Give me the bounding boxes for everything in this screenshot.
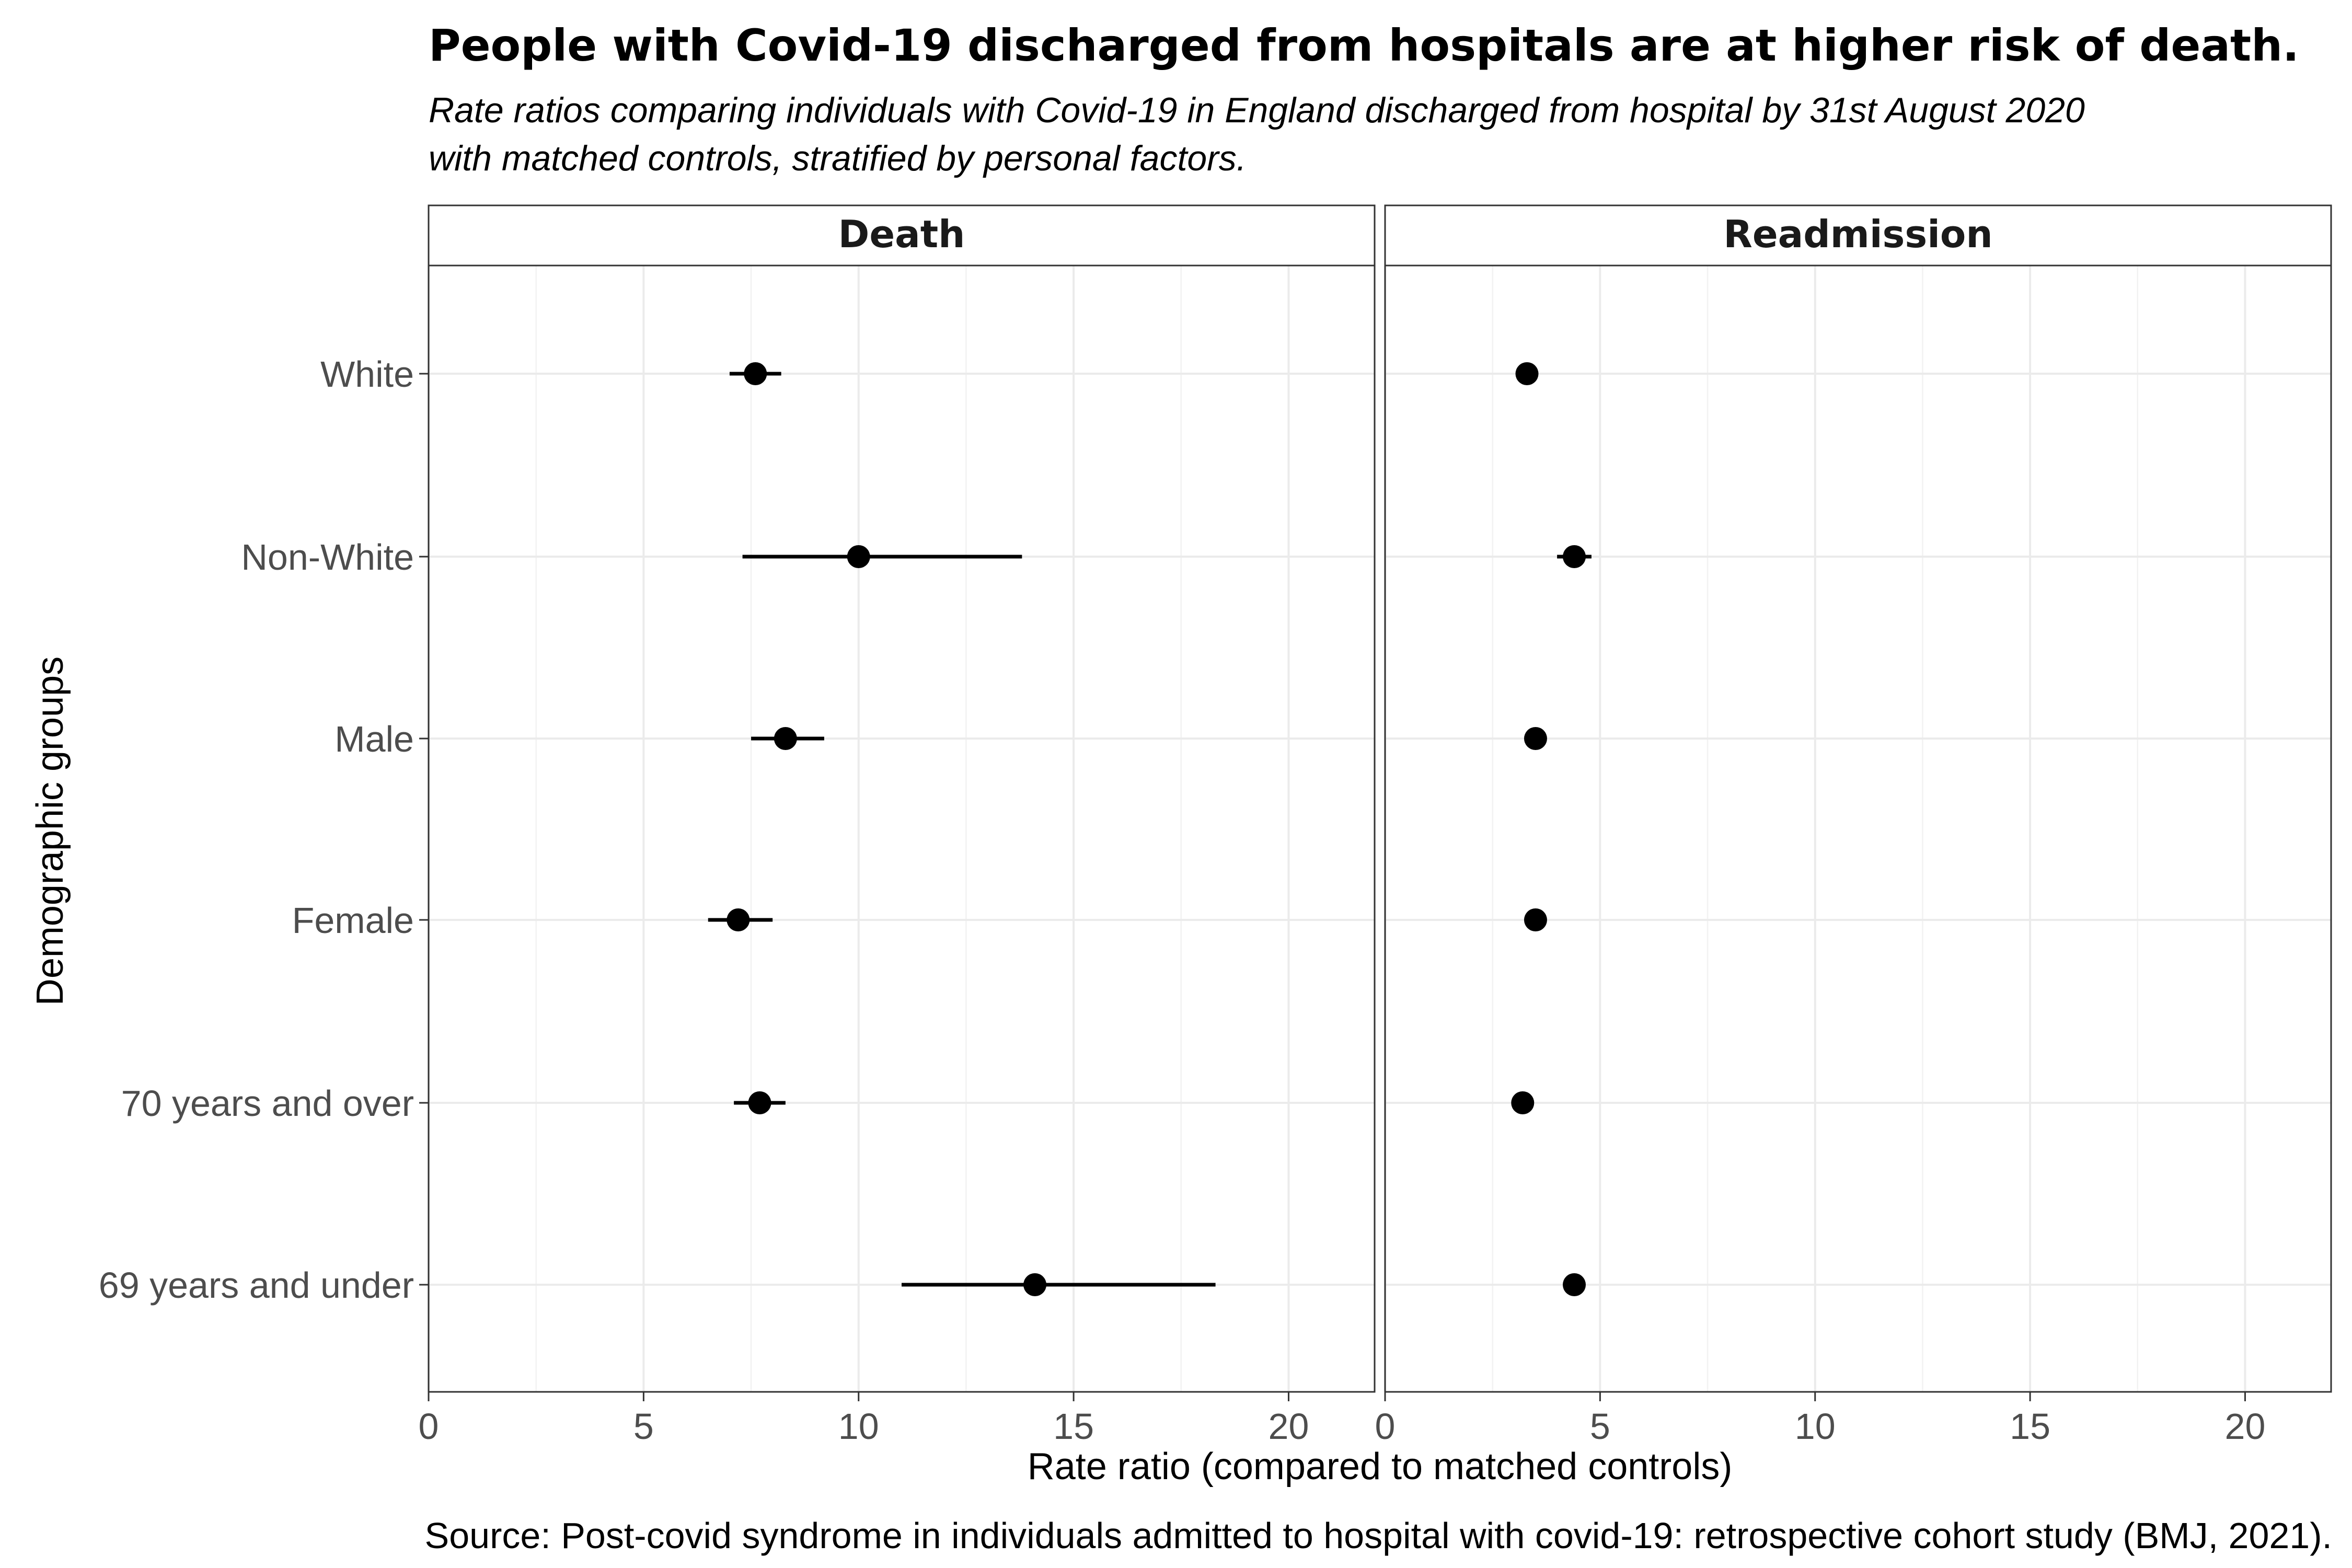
x-tick-label: 15 (1053, 1406, 1094, 1447)
panel-border (428, 264, 1376, 1393)
facet-layer: Death Readmission (428, 204, 2332, 1393)
chart-subtitle: Rate ratios comparing individuals with C… (429, 90, 2085, 178)
chart-title: People with Covid-19 discharged from hos… (429, 20, 2299, 71)
chart-caption: Source: Post-covid syndrome in individua… (424, 1515, 2332, 1556)
point-estimate (1524, 727, 1547, 750)
facet-label: Readmission (1723, 212, 1992, 256)
facet-strip (428, 204, 1376, 267)
point-estimate (1524, 908, 1547, 931)
point-estimate (1563, 1273, 1586, 1296)
x-tick-label: 0 (1375, 1406, 1396, 1447)
y-tick-label: Male (335, 719, 414, 759)
x-tick-label: 20 (1269, 1406, 1309, 1447)
facet-strip (1384, 204, 2332, 267)
grid-layer (428, 266, 2331, 1392)
point-estimate (1515, 362, 1539, 385)
x-tick-label: 0 (419, 1406, 439, 1447)
x-tick-label: 5 (1590, 1406, 1610, 1447)
point-estimate (727, 908, 750, 931)
x-tick-label: 15 (2010, 1406, 2050, 1447)
axis-layer: 0 5 10 15 20 0 5 10 15 20 White Non-White Male Female… (99, 354, 2266, 1447)
y-tick-label: Female (292, 900, 414, 941)
y-tick-label: White (320, 354, 414, 395)
facet-label: Death (838, 212, 965, 256)
mark-layer (708, 362, 1592, 1296)
point-estimate (744, 362, 767, 385)
x-axis-title: Rate ratio (compared to matched controls… (1028, 1446, 1733, 1488)
y-tick-label: Non-White (241, 537, 414, 578)
point-estimate (847, 545, 870, 568)
x-tick-label: 5 (633, 1406, 654, 1447)
panel-border (1384, 264, 2332, 1393)
x-tick-label: 10 (838, 1406, 879, 1447)
x-tick-label: 20 (2225, 1406, 2266, 1447)
point-estimate (1511, 1091, 1535, 1114)
y-tick-label: 70 years and over (121, 1083, 414, 1124)
y-axis-title: Demographic groups (29, 656, 71, 1006)
y-tick-label: 69 years and under (99, 1265, 414, 1306)
point-estimate (1023, 1273, 1047, 1296)
point-estimate (748, 1091, 771, 1114)
point-estimate (1563, 545, 1586, 568)
point-estimate (774, 727, 797, 750)
x-tick-label: 10 (1795, 1406, 1836, 1447)
